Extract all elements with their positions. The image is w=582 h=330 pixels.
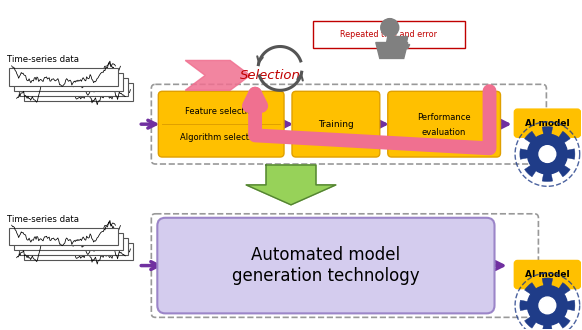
Wedge shape (542, 324, 553, 330)
FancyBboxPatch shape (9, 68, 118, 86)
Wedge shape (524, 131, 537, 143)
FancyBboxPatch shape (157, 218, 495, 314)
Wedge shape (542, 127, 553, 135)
FancyBboxPatch shape (514, 109, 580, 137)
Text: Algorithm selection: Algorithm selection (180, 133, 262, 142)
FancyBboxPatch shape (24, 83, 133, 101)
FancyBboxPatch shape (313, 20, 464, 49)
Wedge shape (524, 316, 537, 328)
Circle shape (539, 297, 556, 314)
FancyBboxPatch shape (19, 78, 129, 96)
Text: Time-series data: Time-series data (6, 215, 79, 224)
FancyBboxPatch shape (158, 91, 284, 157)
Polygon shape (386, 37, 408, 47)
FancyBboxPatch shape (13, 233, 123, 250)
Wedge shape (520, 149, 528, 159)
Wedge shape (558, 131, 570, 143)
Wedge shape (558, 282, 570, 295)
Circle shape (527, 134, 567, 174)
Text: Performance: Performance (417, 113, 470, 122)
Polygon shape (376, 43, 408, 58)
Polygon shape (398, 45, 410, 49)
Text: Selection: Selection (240, 69, 301, 82)
Circle shape (381, 18, 399, 37)
Polygon shape (185, 60, 250, 90)
Wedge shape (524, 282, 537, 295)
FancyBboxPatch shape (514, 261, 580, 288)
FancyBboxPatch shape (292, 91, 380, 157)
FancyBboxPatch shape (388, 91, 501, 157)
Text: Feature selection: Feature selection (185, 107, 257, 116)
Text: evaluation: evaluation (421, 128, 466, 137)
FancyBboxPatch shape (13, 73, 123, 91)
FancyBboxPatch shape (19, 238, 129, 255)
Circle shape (539, 146, 556, 162)
FancyBboxPatch shape (24, 243, 133, 260)
Wedge shape (566, 300, 575, 311)
Text: AI model: AI model (525, 119, 570, 128)
Polygon shape (246, 165, 336, 205)
Wedge shape (524, 165, 537, 177)
Text: Training: Training (318, 120, 354, 129)
FancyBboxPatch shape (9, 228, 118, 245)
Circle shape (527, 285, 567, 325)
Text: Repeated trial and error: Repeated trial and error (340, 30, 437, 39)
Text: AI model: AI model (525, 270, 570, 279)
Wedge shape (542, 173, 553, 182)
Wedge shape (542, 278, 553, 287)
Wedge shape (566, 149, 575, 159)
Wedge shape (558, 165, 570, 177)
Wedge shape (558, 316, 570, 328)
Text: Automated model
generation technology: Automated model generation technology (232, 246, 420, 285)
Wedge shape (520, 300, 528, 311)
Text: Time-series data: Time-series data (6, 55, 79, 64)
